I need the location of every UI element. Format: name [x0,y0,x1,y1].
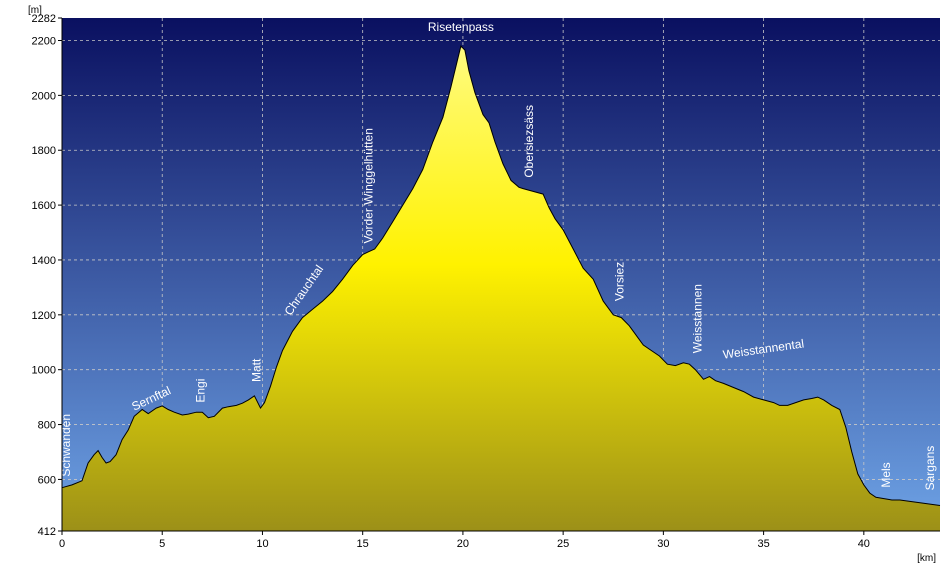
y-tick-label: 2000 [32,90,56,102]
x-tick-label: 40 [858,538,870,550]
x-tick-label: 10 [256,538,268,550]
x-tick-label: 35 [757,538,769,550]
y-axis-unit: [m] [28,5,42,16]
y-tick-label: 1600 [32,200,56,212]
place-label: Weisstannen [690,284,704,353]
y-tick-label: 1800 [32,145,56,157]
place-label: Matt [249,358,263,382]
place-label: Obersiezsäss [522,105,536,178]
x-tick-label: 0 [59,538,65,550]
y-tick-label: 1200 [32,310,56,322]
place-label: Risetenpass [428,20,494,34]
place-label: Vorder Winggelhütten [362,128,376,243]
y-tick-label: 1000 [32,365,56,377]
place-label: Sargans [923,446,937,491]
elevation-area [62,46,940,531]
y-tick-label: 800 [38,420,56,432]
place-label: Mels [879,462,893,487]
x-tick-label: 30 [657,538,669,550]
x-tick-label: 15 [357,538,369,550]
y-tick-label: 412 [38,526,56,538]
axes: 412 600 800 1000 1200 1400 1600 1800 2000 2200 228… [28,5,940,564]
y-tick-label: 600 [38,474,56,486]
x-tick-label: 25 [557,538,569,550]
y-tick-label: 2200 [32,35,56,47]
place-label: Vorsiez [612,262,626,301]
place-label: Schwanden [59,414,73,477]
x-tick-label: 5 [159,538,165,550]
x-tick-label: 20 [457,538,469,550]
place-label: Engi [193,379,207,403]
y-tick-label: 1400 [32,255,56,267]
y-tick-label: 2282 [32,13,56,25]
elevation-line [61,45,941,506]
x-axis-unit: [km] [917,553,936,564]
